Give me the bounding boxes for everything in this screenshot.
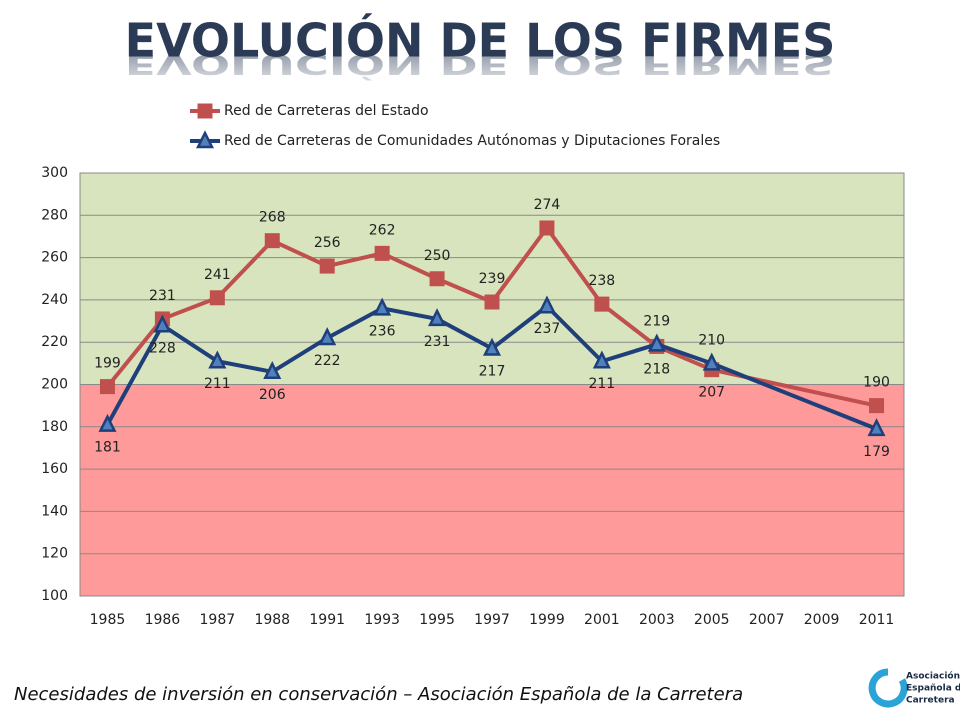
data-label: 210 [698, 332, 725, 348]
footer: Necesidades de inversión en conservación… [14, 684, 743, 705]
marker [98, 413, 117, 432]
x-tick-label: 1999 [529, 612, 565, 628]
data-label: 237 [534, 321, 561, 337]
x-tick-label: 2009 [804, 612, 840, 628]
marker [373, 297, 392, 316]
legend-label: Red de Carreteras de Comunidades Autónom… [224, 133, 720, 149]
marker [484, 294, 500, 310]
data-label: 179 [863, 444, 890, 460]
marker [263, 361, 282, 380]
plot-border [79, 172, 905, 597]
y-tick-label: 240 [41, 292, 68, 308]
data-label: 207 [698, 385, 725, 401]
legend-marker [195, 130, 215, 149]
marker [153, 314, 172, 333]
data-label: 274 [534, 197, 561, 213]
y-tick-label: 100 [41, 588, 68, 604]
data-label: 236 [369, 323, 396, 339]
x-tick-label: 2005 [694, 612, 730, 628]
marker [537, 295, 556, 314]
data-label: 217 [479, 364, 506, 380]
background-band [80, 384, 904, 596]
marker [702, 352, 721, 371]
marker [374, 245, 390, 261]
marker [209, 290, 225, 306]
y-tick-label: 200 [41, 377, 68, 393]
data-label: 262 [369, 222, 396, 238]
y-tick-label: 160 [41, 461, 68, 477]
x-tick-label: 1987 [200, 612, 236, 628]
data-label: 199 [94, 356, 121, 372]
legend-marker [197, 103, 213, 119]
marker [318, 327, 337, 346]
marker [869, 398, 885, 414]
marker [647, 333, 666, 352]
marker [867, 418, 886, 437]
marker [264, 233, 280, 249]
legend-label: Red de Carreteras del Estado [224, 103, 429, 119]
x-tick-label: 1988 [254, 612, 290, 628]
data-label: 250 [424, 248, 451, 264]
data-label: 219 [643, 313, 670, 329]
data-label: 218 [643, 361, 670, 377]
x-tick-label: 1985 [90, 612, 126, 628]
logo-ring [868, 668, 908, 708]
y-tick-label: 280 [41, 207, 68, 223]
logo-text: Asociación [906, 671, 960, 682]
data-label: 231 [424, 334, 451, 350]
x-tick-label: 2007 [749, 612, 785, 628]
marker [208, 350, 227, 369]
y-tick-label: 140 [41, 503, 68, 519]
data-label: 181 [94, 440, 121, 456]
x-tick-label: 1993 [364, 612, 400, 628]
data-label: 241 [204, 267, 231, 283]
y-tick-label: 180 [41, 419, 68, 435]
data-label: 211 [204, 376, 231, 392]
data-label: 238 [588, 273, 615, 289]
marker [482, 337, 502, 356]
marker [99, 379, 115, 395]
logo-text: Carretera [906, 696, 955, 706]
y-tick-label: 300 [41, 165, 68, 181]
marker [319, 258, 335, 274]
x-tick-label: 1997 [474, 612, 510, 628]
x-tick-label: 1991 [309, 612, 345, 628]
marker [594, 296, 610, 312]
x-tick-label: 2001 [584, 612, 620, 628]
data-label: 190 [863, 375, 890, 391]
marker [539, 220, 555, 236]
data-label: 268 [259, 210, 286, 226]
y-tick-label: 220 [41, 334, 68, 350]
data-label: 222 [314, 353, 341, 369]
logo-text: Española de la [906, 684, 960, 694]
data-label: 228 [149, 340, 176, 356]
marker [592, 350, 611, 369]
chart-title: EVOLUCIÓN DE LOS FIRMES [125, 14, 836, 68]
data-label: 239 [479, 271, 506, 287]
x-tick-label: 1986 [145, 612, 181, 628]
x-tick-label: 2003 [639, 612, 675, 628]
x-tick-label: 1995 [419, 612, 455, 628]
marker [428, 308, 447, 327]
logo: Asociación Española de la Carretera [868, 668, 960, 708]
x-tick-label: 2011 [859, 612, 895, 628]
title-reflection-text: EVOLUCIÓN DE LOS FIRMES [125, 48, 835, 80]
y-tick-label: 260 [41, 250, 68, 266]
data-label: 211 [588, 376, 615, 392]
data-label: 231 [149, 288, 176, 304]
data-label: 256 [314, 235, 341, 251]
title-reflection: EVOLUCIÓN DE LOS FIRMES [125, 48, 835, 80]
y-tick-label: 120 [41, 546, 68, 562]
data-label: 206 [259, 387, 286, 403]
marker [429, 271, 445, 287]
